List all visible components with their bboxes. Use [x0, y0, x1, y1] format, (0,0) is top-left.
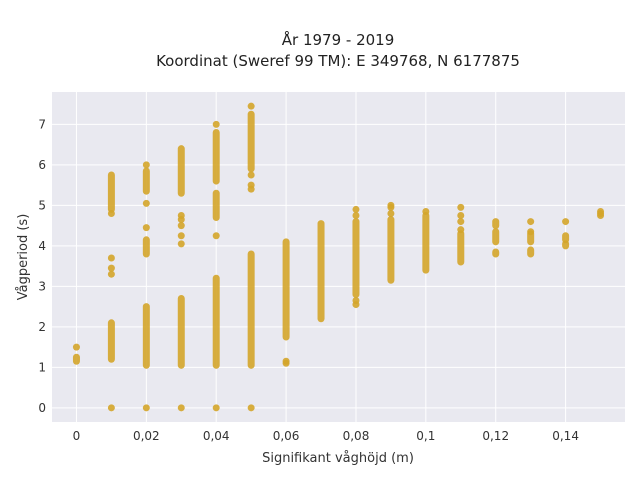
- data-point-cluster: [457, 230, 465, 266]
- data-point: [352, 211, 360, 219]
- data-point: [107, 264, 115, 272]
- data-point-cluster: [212, 189, 220, 222]
- data-point: [107, 209, 115, 217]
- data-point: [212, 120, 220, 128]
- data-point-cluster: [72, 353, 80, 365]
- data-point: [107, 270, 115, 278]
- data-point: [177, 404, 185, 412]
- y-tick-label: 1: [38, 360, 46, 374]
- y-tick-label: 6: [38, 158, 46, 172]
- data-point-cluster: [317, 220, 325, 323]
- data-point-cluster: [492, 248, 500, 258]
- data-point: [247, 171, 255, 179]
- data-point: [352, 297, 360, 305]
- data-point: [457, 203, 465, 211]
- plot-area: [52, 92, 625, 422]
- x-tick-label: 0,1: [416, 429, 435, 443]
- chart-title-line-2: Koordinat (Sweref 99 TM): E 349768, N 61…: [156, 52, 520, 70]
- data-point: [247, 404, 255, 412]
- y-tick-label: 7: [38, 117, 46, 131]
- x-tick-label: 0,14: [552, 429, 579, 443]
- y-tick-label: 4: [38, 239, 46, 253]
- data-point: [562, 218, 570, 226]
- data-point-cluster: [527, 246, 535, 258]
- data-point: [422, 207, 430, 215]
- x-tick-label: 0,12: [482, 429, 509, 443]
- data-point: [212, 404, 220, 412]
- data-point: [282, 357, 290, 365]
- data-point: [142, 224, 150, 232]
- data-point: [177, 222, 185, 230]
- x-tick-label: 0: [73, 429, 81, 443]
- data-point: [597, 207, 605, 215]
- data-point-cluster: [247, 110, 255, 173]
- y-tick-label: 2: [38, 320, 46, 334]
- data-point: [177, 232, 185, 240]
- data-point-cluster: [212, 128, 220, 185]
- data-point-cluster: [387, 216, 395, 284]
- data-point: [527, 228, 535, 236]
- data-point: [142, 161, 150, 169]
- data-point: [457, 226, 465, 234]
- data-point: [177, 211, 185, 219]
- chart-title-line-1: År 1979 - 2019: [282, 30, 395, 49]
- data-point: [247, 102, 255, 110]
- data-point-cluster: [107, 319, 115, 363]
- data-point: [142, 199, 150, 207]
- x-tick-label: 0,02: [133, 429, 160, 443]
- x-axis-label: Signifikant våghöjd (m): [262, 451, 414, 466]
- data-point: [107, 254, 115, 262]
- data-point-cluster: [177, 295, 185, 369]
- x-tick-label: 0,08: [343, 429, 370, 443]
- data-points: [72, 102, 605, 412]
- data-point-cluster: [142, 303, 150, 369]
- data-point-cluster: [107, 171, 115, 213]
- y-axis-label: Vågperiod (s): [16, 214, 31, 301]
- y-tick-label: 0: [38, 401, 46, 415]
- data-point-cluster: [492, 228, 500, 246]
- data-point-cluster: [352, 218, 360, 298]
- data-point-cluster: [247, 250, 255, 369]
- data-point: [107, 404, 115, 412]
- data-point-cluster: [212, 274, 220, 369]
- data-point: [457, 218, 465, 226]
- data-point: [352, 205, 360, 213]
- data-point: [387, 201, 395, 209]
- data-point: [177, 240, 185, 248]
- data-point-cluster: [422, 211, 430, 274]
- data-point-cluster: [177, 145, 185, 197]
- data-point: [212, 232, 220, 240]
- data-point-cluster: [142, 236, 150, 258]
- data-point-cluster: [282, 238, 290, 341]
- data-point-cluster: [562, 232, 570, 244]
- data-point: [457, 211, 465, 219]
- x-axis-ticks: 0 0,02 0,04 0,06 0,08 0,1 0,12 0,14: [73, 429, 579, 443]
- data-point: [387, 209, 395, 217]
- y-tick-label: 3: [38, 279, 46, 293]
- data-point: [527, 218, 535, 226]
- data-point: [72, 343, 80, 351]
- data-point-cluster: [142, 167, 150, 195]
- x-tick-label: 0,04: [203, 429, 230, 443]
- x-tick-label: 0,06: [273, 429, 300, 443]
- y-tick-label: 5: [38, 198, 46, 212]
- y-axis-ticks: 0 1 2 3 4 5 6 7: [38, 117, 46, 414]
- data-point-cluster: [492, 218, 500, 230]
- data-point: [142, 404, 150, 412]
- data-point: [247, 181, 255, 189]
